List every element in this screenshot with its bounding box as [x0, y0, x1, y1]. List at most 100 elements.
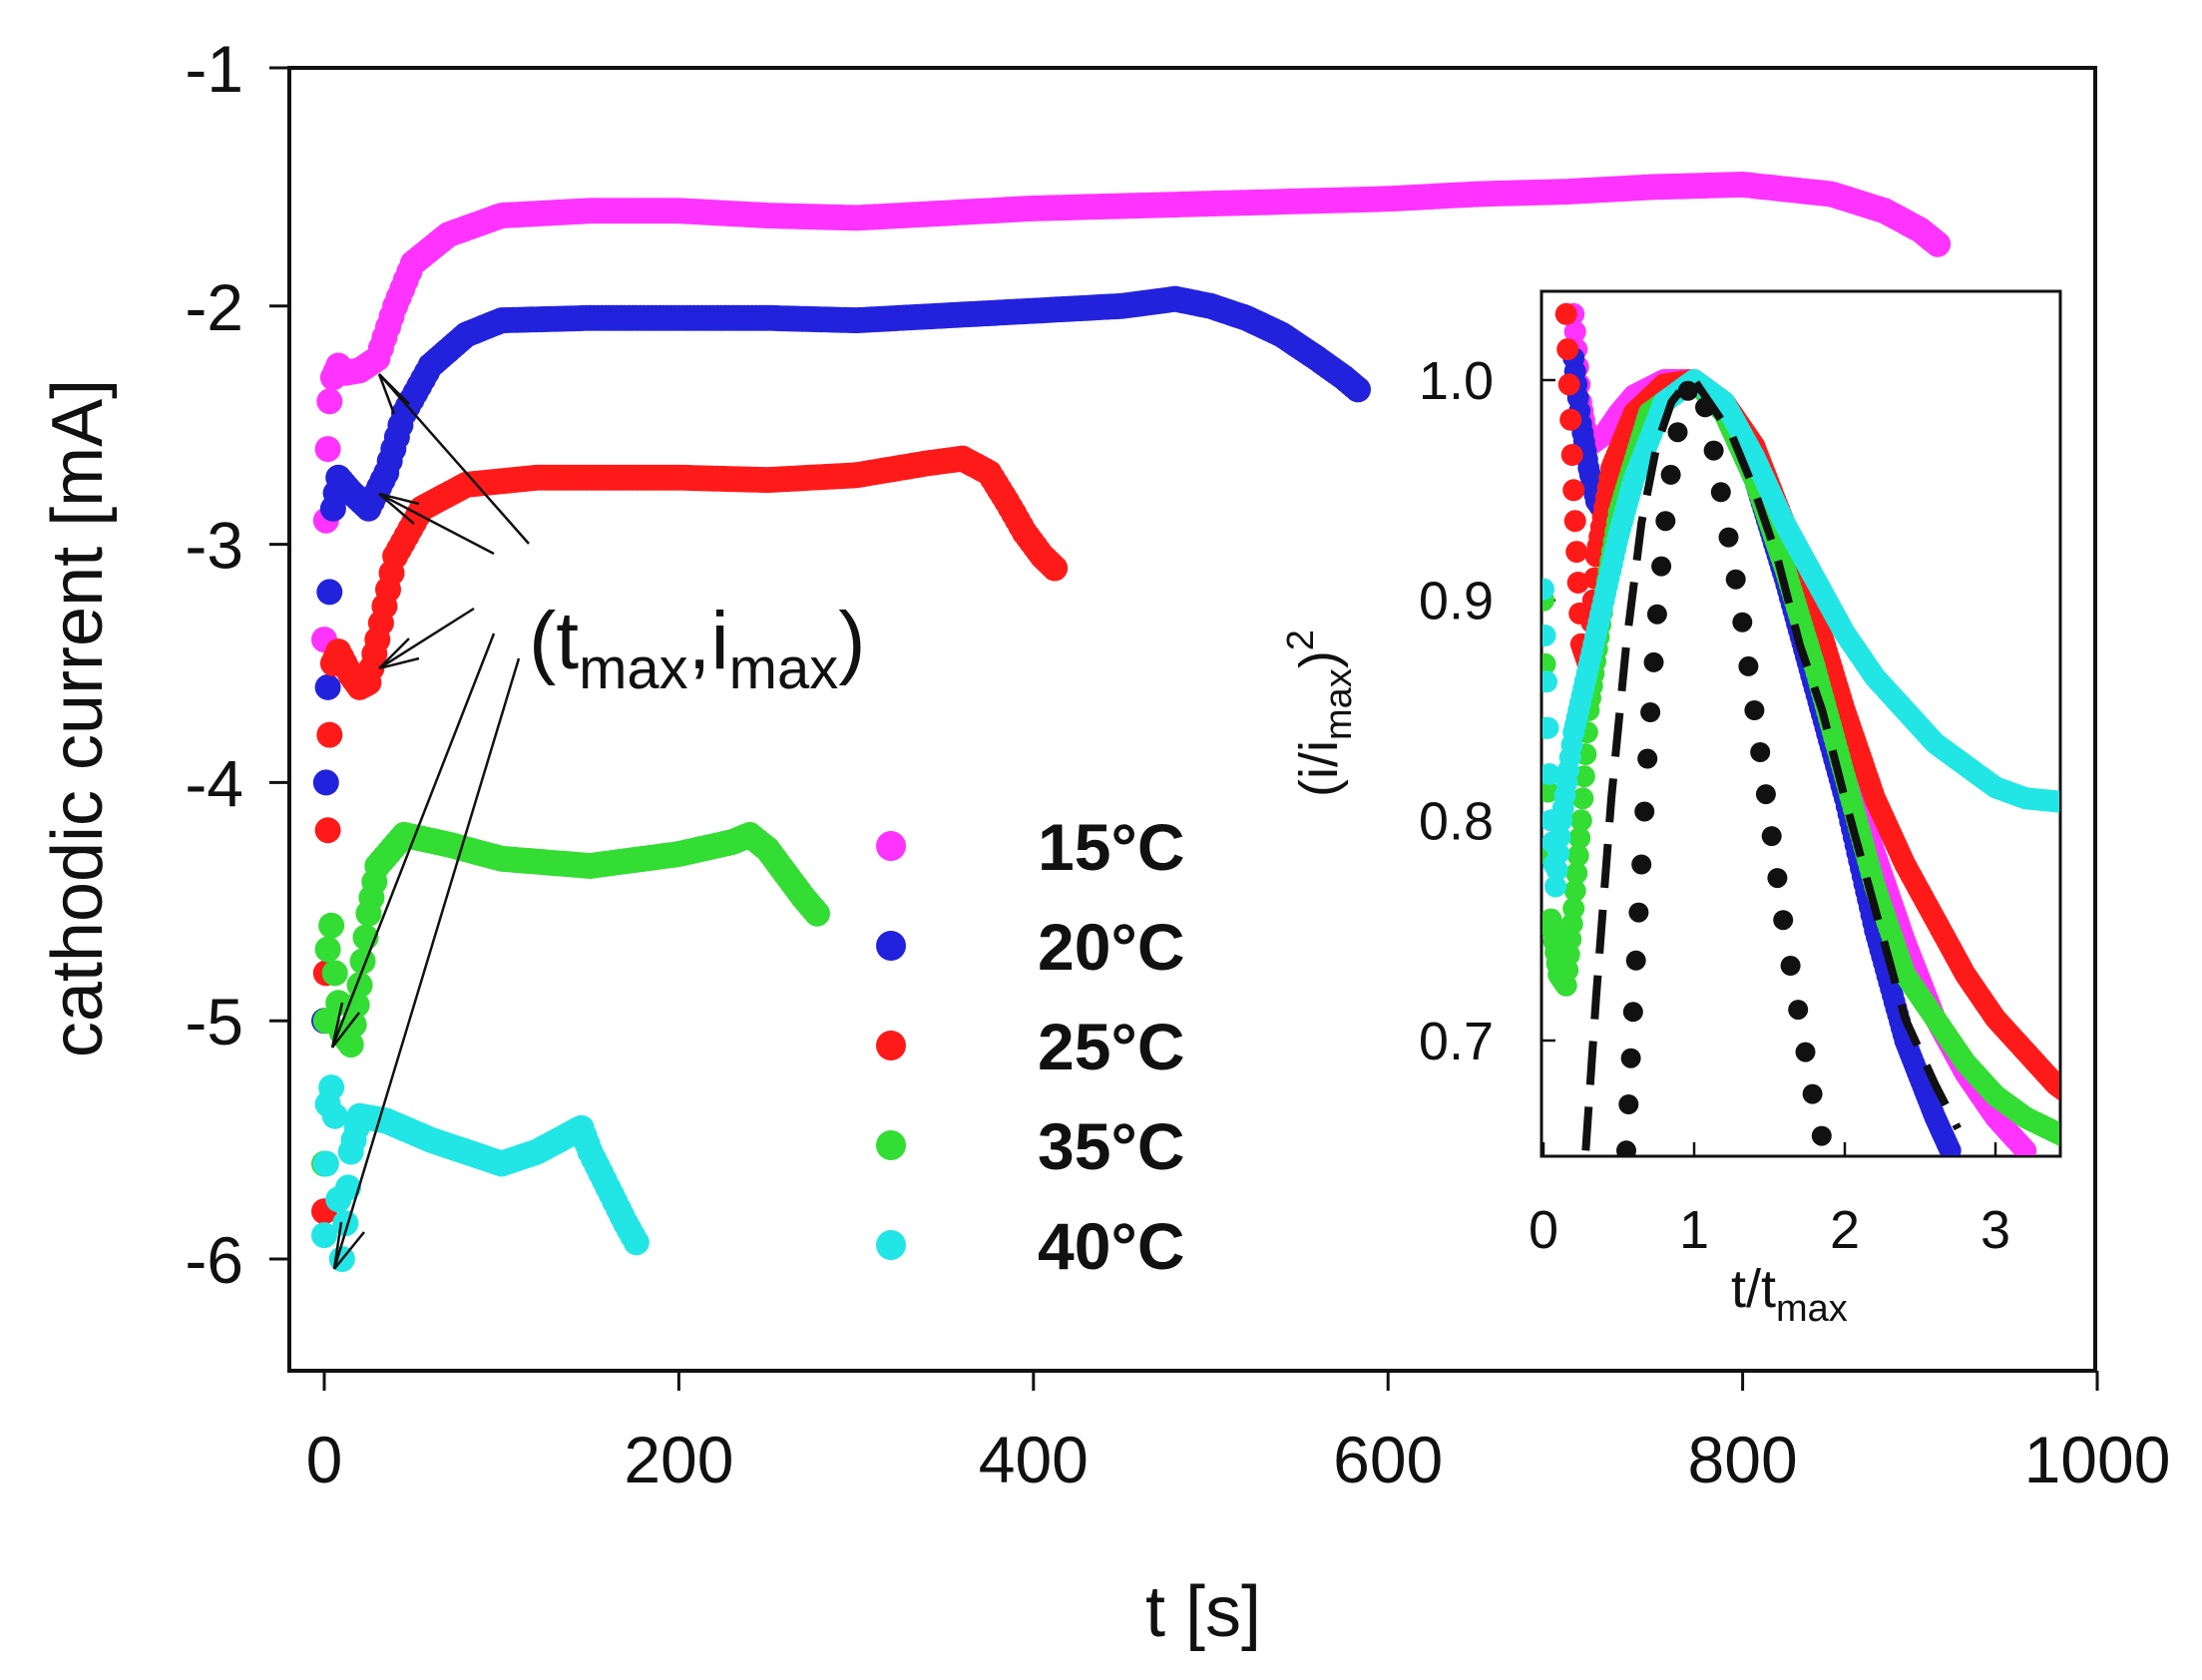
data-point — [314, 817, 341, 844]
series-25 — [311, 445, 1069, 1225]
y-tick-label: -2 — [185, 270, 243, 344]
x-tick-label: 0 — [306, 1423, 343, 1496]
arrowhead-20 — [378, 492, 420, 525]
series-40 — [311, 1074, 650, 1272]
data-point — [316, 388, 343, 415]
arrow-line-40 — [332, 657, 521, 1270]
inset-data-point — [1563, 879, 1586, 902]
annotation-arrows — [330, 373, 530, 1270]
annotation-sub2: max — [729, 636, 839, 701]
inset-ylabel-base: (i/i — [1289, 740, 1349, 797]
arrowhead-40 — [332, 1221, 365, 1270]
legend-marker-25 — [876, 1031, 906, 1060]
inset-data-point — [1554, 302, 1577, 325]
legend-unit: °C — [1110, 1010, 1184, 1083]
data-point — [314, 436, 341, 463]
legend-unit: °C — [1110, 1209, 1184, 1283]
data-point — [321, 960, 348, 987]
inset-theory-dot — [1811, 1125, 1832, 1146]
arrow-line-15 — [378, 373, 530, 545]
legend-value: 40 — [1038, 1209, 1110, 1283]
inset-data-point — [1542, 652, 1556, 675]
annotation-mid: ,i — [688, 596, 729, 686]
inset-data-point — [1565, 862, 1588, 885]
annotation-tmax-imax: (tmax,imax) — [529, 596, 866, 701]
inset-theory-dot — [1750, 742, 1771, 762]
annotation-end: ) — [838, 596, 865, 686]
inset-theory-dot — [1788, 1000, 1809, 1021]
inset-theory-dot — [1640, 702, 1661, 722]
main-plot-frame — [287, 66, 2097, 1373]
arrow-line-25 — [378, 607, 475, 670]
inset-data-point — [1545, 859, 1568, 881]
inset-x-tick-label: 2 — [1830, 1200, 1860, 1260]
y-tick-label: -1 — [185, 32, 243, 106]
inset-ylabel-sub: max — [1318, 668, 1360, 740]
inset-theory-dot — [1625, 950, 1646, 971]
y-axis-title: cathodic current [mA] — [38, 379, 118, 1057]
legend-unit: °C — [1110, 1109, 1184, 1183]
x-tick-label: 400 — [979, 1423, 1089, 1496]
data-point — [1925, 230, 1952, 257]
x-tick-label: 200 — [624, 1423, 733, 1496]
inset-x-tick-label: 3 — [1981, 1200, 2010, 1260]
inset-xlabel-base: t/t — [1731, 1259, 1776, 1319]
inset-theory-dot — [1622, 1002, 1643, 1023]
inset-ticks: 0 1 2 3 1.0 0.9 0.8 0.7 — [1419, 351, 2010, 1260]
inset-data-point — [1542, 670, 1557, 693]
inset-theory-dot — [1637, 748, 1658, 769]
inset-theory-dot — [1646, 604, 1667, 625]
inset-data-point — [2060, 792, 2082, 814]
arrow-line-20 — [378, 492, 495, 556]
inset-data-point — [2057, 1133, 2059, 1144]
inset-theory-progressive — [1616, 380, 1832, 1155]
data-point — [340, 1012, 367, 1039]
inset-y-axis-title: (i/imax)2 — [1280, 630, 1360, 797]
inset-data-point — [1571, 787, 1594, 810]
x-tick-label: 600 — [1333, 1423, 1443, 1496]
series-15 — [311, 172, 1952, 653]
inset-theory-dot — [1651, 556, 1672, 577]
data-point — [1042, 555, 1069, 582]
legend-value: 15 — [1038, 810, 1110, 884]
inset-points — [1542, 302, 2082, 1155]
legend-label-35: 35°C — [1038, 1109, 1184, 1183]
legend-marker-40 — [876, 1230, 906, 1260]
data-point — [623, 1229, 650, 1256]
inset-ylabel-end: ) — [1289, 650, 1349, 668]
legend: 15°C20°C25°C35°C40°C — [876, 810, 1184, 1283]
legend-label-25: 25°C — [1038, 1010, 1184, 1083]
data-point — [314, 673, 341, 700]
legend-value: 20 — [1038, 910, 1110, 984]
arrow-line-35 — [330, 632, 496, 1049]
legend-unit: °C — [1110, 810, 1184, 884]
inset-theory-dot — [1667, 422, 1688, 443]
inset-data-point — [1547, 842, 1570, 865]
data-point — [316, 579, 343, 606]
inset-y-tick-label: 1.0 — [1419, 351, 1494, 411]
inset-data-point — [1542, 578, 1554, 601]
data-point — [318, 1074, 345, 1101]
inset-theory-dot — [1703, 440, 1724, 461]
inset-data-point — [2055, 794, 2059, 810]
inset-theory-dot — [1802, 1083, 1823, 1104]
inset-data-point — [2057, 797, 2059, 808]
inset-xlabel-sub: max — [1776, 1288, 1848, 1330]
inset-theory-dot — [1725, 569, 1746, 590]
x-axis-title: t [s] — [1145, 1572, 1261, 1652]
inset-data-point — [1566, 844, 1589, 867]
x-tick-label: 800 — [1688, 1423, 1798, 1496]
data-point — [1345, 376, 1371, 403]
inset-x-tick-label: 0 — [1529, 1200, 1558, 1260]
inset-data-point — [1542, 625, 1556, 646]
inset-data-point — [1548, 825, 1571, 848]
inset-y-tick-label: 0.7 — [1419, 1012, 1494, 1071]
data-point — [321, 1102, 348, 1129]
inset-y-tick-label: 0.8 — [1419, 791, 1494, 851]
inset-theory-dot — [1695, 397, 1715, 418]
inset-theory-dot — [1795, 1042, 1816, 1062]
y-tick-label: -4 — [185, 746, 243, 820]
inset-data-point — [1542, 716, 1559, 739]
annotation-base: (t — [529, 596, 579, 686]
inset-ylabel-sup: 2 — [1280, 630, 1322, 650]
